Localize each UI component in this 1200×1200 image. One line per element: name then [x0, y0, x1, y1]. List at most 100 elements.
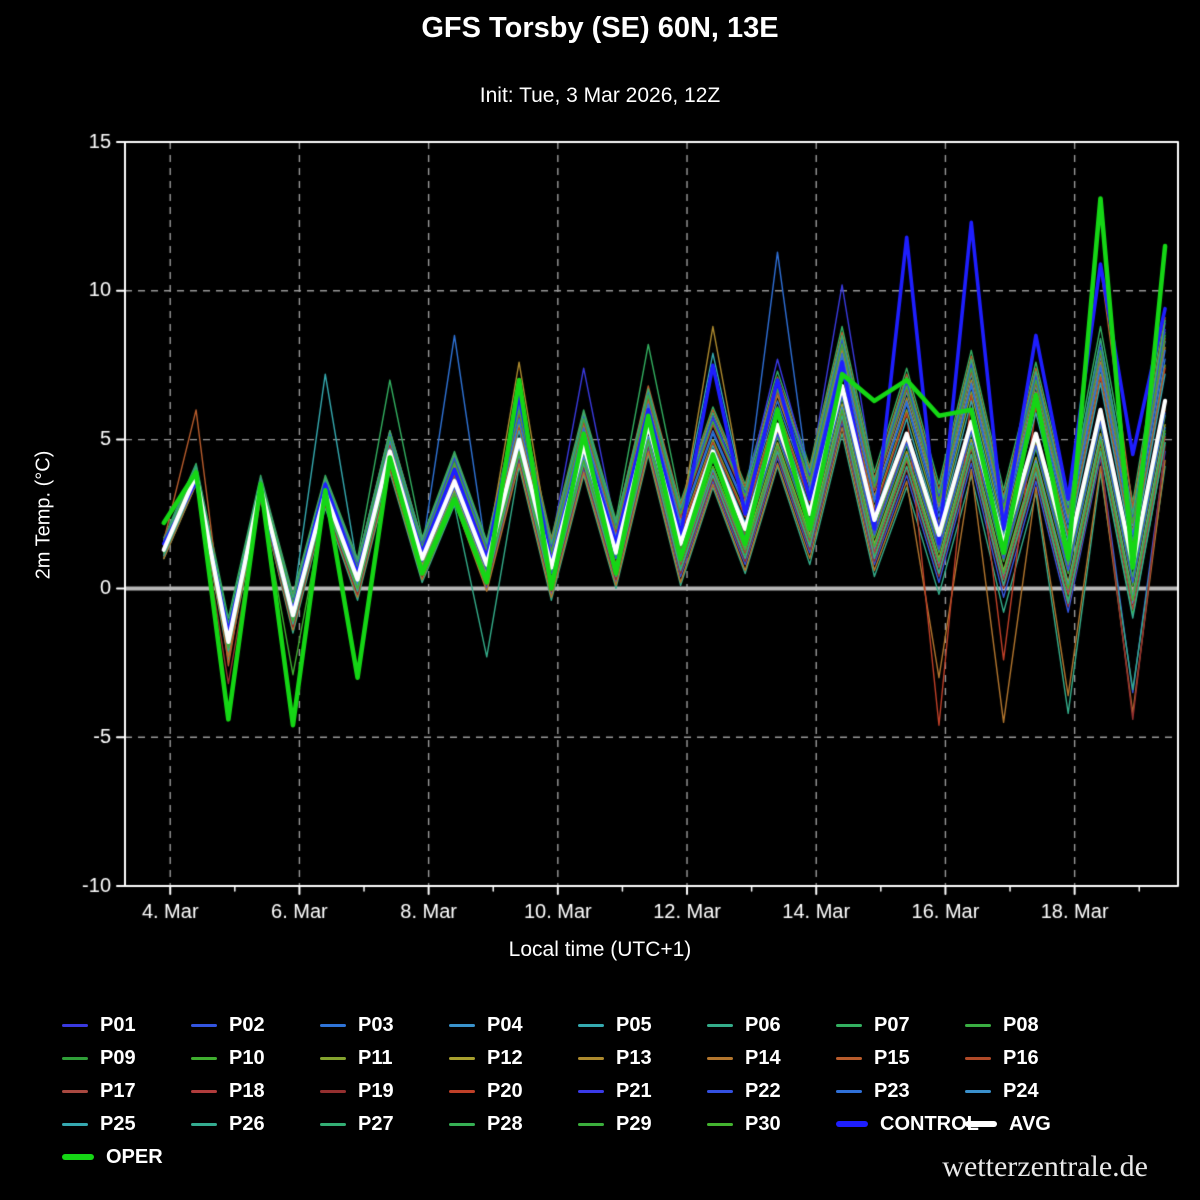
legend-swatch-p25: [62, 1122, 88, 1126]
legend-swatch-p17: [62, 1089, 88, 1093]
legend-label-p12: P12: [487, 1046, 523, 1069]
legend-item-p20: P20: [449, 1078, 578, 1104]
legend-swatch-p10: [191, 1056, 217, 1060]
legend-label-p10: P10: [229, 1046, 265, 1069]
legend-label-p20: P20: [487, 1079, 523, 1102]
page-subtitle: Init: Tue, 3 Mar 2026, 12Z: [479, 84, 721, 107]
legend-item-p19: P19: [320, 1078, 449, 1104]
legend-swatch-avg: [965, 1121, 997, 1127]
legend-item-p14: P14: [707, 1045, 836, 1071]
legend-item-p16: P16: [965, 1045, 1094, 1071]
legend-item-p05: P05: [578, 1012, 707, 1038]
legend-swatch-p29: [578, 1122, 604, 1126]
legend-label-p02: P02: [229, 1013, 265, 1036]
legend-swatch-p07: [836, 1023, 862, 1027]
legend-item-p24: P24: [965, 1078, 1094, 1104]
legend-label-p05: P05: [616, 1013, 652, 1036]
legend-item-p23: P23: [836, 1078, 965, 1104]
legend-label-p03: P03: [358, 1013, 394, 1036]
legend-item-p15: P15: [836, 1045, 965, 1071]
legend-swatch-p06: [707, 1023, 733, 1027]
legend-label-p29: P29: [616, 1112, 652, 1135]
legend-item-p03: P03: [320, 1012, 449, 1038]
legend-label-avg: AVG: [1009, 1112, 1051, 1135]
legend-label-p13: P13: [616, 1046, 652, 1069]
x-axis-label: Local time (UTC+1): [508, 938, 692, 961]
legend-label-p27: P27: [358, 1112, 394, 1135]
legend-label-p26: P26: [229, 1112, 265, 1135]
watermark: wetterzentrale.de: [942, 1150, 1148, 1183]
legend-swatch-p27: [320, 1122, 346, 1126]
legend-swatch-p20: [449, 1089, 475, 1093]
chart-legend: P01 P02 P03 P04 P05 P06 P07 P08 P09 P10 P11 P12 P13 P…: [62, 1012, 1094, 1170]
legend-item-p30: P30: [707, 1111, 836, 1137]
legend-item-p09: P09: [62, 1045, 191, 1071]
legend-label-p16: P16: [1003, 1046, 1039, 1069]
legend-item-p18: P18: [191, 1078, 320, 1104]
legend-label-p19: P19: [358, 1079, 394, 1102]
legend-swatch-p16: [965, 1056, 991, 1060]
legend-swatch-p01: [62, 1023, 88, 1027]
legend-item-p26: P26: [191, 1111, 320, 1137]
legend-label-p07: P07: [874, 1013, 910, 1036]
legend-swatch-p19: [320, 1089, 346, 1093]
legend-label-p17: P17: [100, 1079, 136, 1102]
legend-item-p12: P12: [449, 1045, 578, 1071]
legend-item-p27: P27: [320, 1111, 449, 1137]
legend-label-p30: P30: [745, 1112, 781, 1135]
legend-label-oper: OPER: [106, 1145, 163, 1168]
legend-item-p02: P02: [191, 1012, 320, 1038]
legend-swatch-p03: [320, 1023, 346, 1027]
legend-label-p08: P08: [1003, 1013, 1039, 1036]
legend-item-p07: P07: [836, 1012, 965, 1038]
legend-swatch-p15: [836, 1056, 862, 1060]
temperature-ensemble-chart: [0, 120, 1200, 920]
legend-label-p11: P11: [358, 1046, 393, 1069]
legend-label-p21: P21: [616, 1079, 652, 1102]
legend-swatch-p05: [578, 1023, 604, 1027]
legend-swatch-p04: [449, 1023, 475, 1027]
legend-label-p14: P14: [745, 1046, 781, 1069]
legend-item-p17: P17: [62, 1078, 191, 1104]
legend-swatch-p24: [965, 1089, 991, 1093]
legend-item-avg: AVG: [965, 1111, 1094, 1137]
legend-item-p06: P06: [707, 1012, 836, 1038]
legend-swatch-p21: [578, 1089, 604, 1093]
legend-label-p04: P04: [487, 1013, 523, 1036]
legend-item-p22: P22: [707, 1078, 836, 1104]
legend-swatch-p09: [62, 1056, 88, 1060]
legend-item-p04: P04: [449, 1012, 578, 1038]
legend-swatch-p02: [191, 1023, 217, 1027]
legend-label-p23: P23: [874, 1079, 910, 1102]
legend-item-p01: P01: [62, 1012, 191, 1038]
legend-item-p29: P29: [578, 1111, 707, 1137]
legend-swatch-control: [836, 1121, 868, 1127]
legend-swatch-oper: [62, 1154, 94, 1160]
page-title: GFS Torsby (SE) 60N, 13E: [421, 12, 779, 44]
legend-item-p10: P10: [191, 1045, 320, 1071]
legend-item-p21: P21: [578, 1078, 707, 1104]
legend-swatch-p22: [707, 1089, 733, 1093]
legend-label-p06: P06: [745, 1013, 781, 1036]
legend-item-p13: P13: [578, 1045, 707, 1071]
legend-swatch-p30: [707, 1122, 733, 1126]
legend-label-p28: P28: [487, 1112, 523, 1135]
legend-label-p15: P15: [874, 1046, 910, 1069]
legend-item-oper: OPER: [62, 1144, 191, 1170]
legend-item-p28: P28: [449, 1111, 578, 1137]
legend-item-p08: P08: [965, 1012, 1094, 1038]
legend-label-p25: P25: [100, 1112, 136, 1135]
legend-swatch-p26: [191, 1122, 217, 1126]
legend-item-p25: P25: [62, 1111, 191, 1137]
legend-label-control: CONTROL: [880, 1112, 979, 1135]
legend-swatch-p28: [449, 1122, 475, 1126]
legend-swatch-p11: [320, 1056, 346, 1060]
legend-swatch-p18: [191, 1089, 217, 1093]
legend-label-p09: P09: [100, 1046, 136, 1069]
legend-item-p11: P11: [320, 1045, 449, 1071]
legend-swatch-p08: [965, 1023, 991, 1027]
legend-label-p24: P24: [1003, 1079, 1039, 1102]
legend-label-p22: P22: [745, 1079, 781, 1102]
legend-item-control: CONTROL: [836, 1111, 979, 1137]
